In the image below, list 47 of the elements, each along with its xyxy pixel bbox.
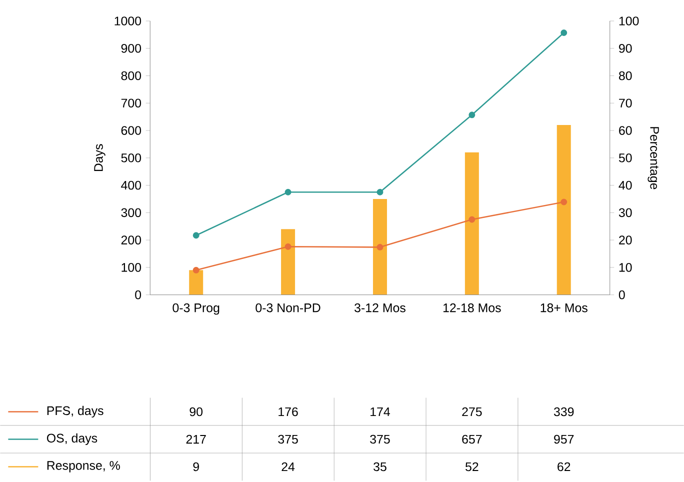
x-tick-label: 3-12 Mos (354, 304, 406, 312)
y-tick-label: 100 (122, 263, 142, 272)
y2-tick-label: 30 (618, 208, 632, 218)
x-tick-label: 18+ Mos (540, 304, 588, 312)
data-label: 176 (278, 407, 298, 416)
data-label: 62 (558, 462, 570, 472)
data-label: 174 (370, 408, 390, 416)
y2-tick-label: 20 (619, 236, 632, 245)
y2-tick-label: 50 (618, 154, 632, 162)
x-tick-label: 0-3 Non-PD (256, 304, 320, 312)
data-label: 957 (554, 434, 574, 444)
y2-tick-label: 60 (619, 126, 632, 136)
y-tick-label: 400 (121, 181, 142, 190)
data-label: 9 (193, 462, 199, 472)
y-tick-label: 700 (121, 98, 142, 108)
y2-tick-label: 80 (618, 71, 632, 80)
y2-axis-title: Percentage (648, 127, 659, 190)
y-tick-label: 300 (121, 208, 142, 218)
data-label: 657 (462, 434, 482, 444)
y-tick-label: 1000 (114, 16, 142, 26)
data-label: 90 (190, 407, 203, 416)
data-label: 375 (370, 434, 390, 444)
y-tick-label: 500 (121, 154, 142, 162)
y-axis-title: Days (94, 144, 106, 172)
y2-tick-label: 10 (619, 263, 632, 272)
data-label: 35 (374, 462, 386, 472)
x-tick-label: 12-18 Mos (443, 304, 501, 312)
y-tick-label: 600 (121, 126, 142, 136)
y-tick-label: 800 (121, 71, 142, 80)
x-tick-label: 0-3 Prog (172, 304, 220, 315)
legend-label: OS, days (46, 434, 98, 446)
legend-label: PFS, days (47, 406, 104, 418)
data-label: 52 (466, 462, 478, 472)
y2-tick-label: 100 (619, 16, 639, 26)
y2-tick-label: 90 (619, 44, 632, 53)
data-label: 24 (282, 462, 295, 472)
data-label: 275 (462, 407, 482, 416)
y-tick-label: 900 (121, 44, 142, 53)
data-label: 375 (278, 434, 298, 444)
y-tick-label: 0 (135, 290, 142, 300)
y2-tick-label: 0 (618, 290, 625, 300)
legend-label: Response, % (47, 461, 120, 472)
y2-tick-label: 40 (618, 181, 632, 190)
y-tick-label: 200 (121, 236, 142, 245)
y2-tick-label: 70 (619, 98, 632, 108)
data-label: 217 (186, 435, 206, 444)
data-label: 339 (554, 407, 574, 416)
